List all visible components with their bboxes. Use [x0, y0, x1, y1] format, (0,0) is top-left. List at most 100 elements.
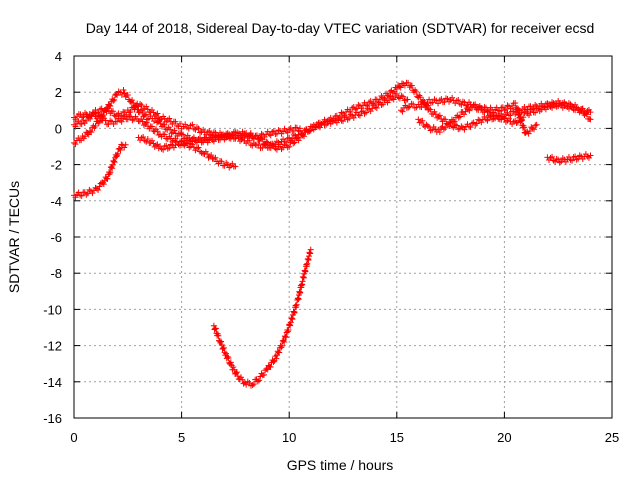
- data-point: [495, 112, 502, 119]
- data-point: [461, 126, 468, 133]
- data-point: [514, 119, 521, 126]
- data-point: [217, 135, 224, 142]
- data-point: [118, 118, 125, 125]
- data-point: [290, 308, 297, 315]
- data-point: [373, 104, 380, 111]
- data-point: [484, 117, 491, 124]
- data-point: [105, 121, 112, 128]
- data-point: [233, 369, 240, 376]
- data-point: [426, 96, 433, 103]
- data-point: [413, 88, 420, 95]
- data-point: [143, 119, 150, 126]
- data-point: [533, 121, 540, 128]
- data-point: [270, 128, 277, 135]
- data-point: [307, 127, 314, 134]
- data-point: [122, 141, 129, 148]
- data-point: [527, 103, 534, 110]
- data-point: [88, 129, 95, 136]
- data-point: [576, 152, 583, 159]
- data-point: [234, 373, 241, 380]
- data-point: [313, 123, 320, 130]
- data-point: [83, 117, 90, 124]
- data-point: [530, 126, 537, 133]
- data-point: [455, 97, 462, 104]
- data-point: [572, 153, 579, 160]
- series-trace-8: [544, 151, 594, 166]
- data-point: [86, 128, 93, 135]
- data-point: [120, 87, 127, 94]
- data-point: [117, 147, 124, 154]
- data-point: [279, 342, 286, 349]
- data-point: [463, 105, 470, 112]
- data-point: [114, 150, 121, 157]
- data-point: [140, 122, 147, 129]
- data-point: [514, 107, 521, 114]
- data-point: [516, 110, 523, 117]
- data-point: [99, 113, 106, 120]
- data-point: [177, 120, 184, 127]
- data-point: [559, 155, 566, 162]
- data-point: [565, 100, 572, 107]
- data-point: [569, 102, 576, 109]
- data-point: [291, 309, 298, 316]
- data-point: [211, 326, 218, 333]
- x-tick-label: 0: [70, 430, 77, 445]
- data-point: [521, 124, 528, 131]
- data-point: [397, 84, 404, 91]
- data-point: [550, 157, 557, 164]
- y-tick-label: -4: [50, 194, 62, 209]
- data-point: [113, 153, 120, 160]
- data-point: [253, 132, 260, 139]
- data-point: [276, 349, 283, 356]
- data-point: [129, 97, 136, 104]
- data-point: [259, 136, 266, 143]
- data-point: [223, 350, 230, 357]
- data-point: [260, 371, 267, 378]
- data-point: [396, 83, 403, 90]
- series-trace-9: [210, 246, 314, 389]
- data-point: [111, 96, 118, 103]
- data-point: [330, 117, 337, 124]
- data-point: [96, 183, 103, 190]
- data-point: [247, 130, 254, 137]
- data-point: [291, 309, 298, 316]
- series-trace-2: [71, 87, 303, 148]
- data-point: [281, 333, 288, 340]
- data-point: [529, 125, 536, 132]
- data-point: [149, 123, 156, 130]
- data-point: [140, 133, 147, 140]
- data-point: [525, 130, 532, 137]
- data-point: [381, 95, 388, 102]
- data-point: [142, 111, 149, 118]
- data-point: [587, 116, 594, 123]
- data-point: [129, 117, 136, 124]
- data-point: [279, 338, 286, 345]
- data-point: [118, 112, 125, 119]
- data-point: [205, 154, 212, 161]
- data-point: [453, 122, 460, 129]
- data-point: [390, 96, 397, 103]
- data-point: [389, 89, 396, 96]
- x-tick-label: 10: [282, 430, 296, 445]
- data-point: [220, 131, 227, 138]
- data-point: [78, 114, 85, 121]
- chart-title: Day 144 of 2018, Sidereal Day-to-day VTE…: [86, 20, 595, 36]
- data-point: [256, 377, 263, 384]
- data-point: [114, 111, 121, 118]
- data-point: [293, 301, 300, 308]
- y-tick-label: -16: [43, 411, 62, 426]
- data-point: [230, 364, 237, 371]
- data-point: [283, 334, 290, 341]
- data-point: [221, 349, 228, 356]
- data-point: [121, 144, 128, 151]
- data-point: [163, 142, 170, 149]
- data-point: [436, 129, 443, 136]
- data-point: [289, 316, 296, 323]
- y-axis-label: SDTVAR / TECUs: [6, 181, 22, 293]
- data-point: [80, 117, 87, 124]
- data-point: [507, 112, 514, 119]
- y-tick-label: -8: [50, 266, 62, 281]
- data-point: [338, 109, 345, 116]
- axis-ticks: 0 5 10 15 20 25 -16 -14 -12 -10 -8 -6 -4 -2 0 2 4: [43, 49, 619, 445]
